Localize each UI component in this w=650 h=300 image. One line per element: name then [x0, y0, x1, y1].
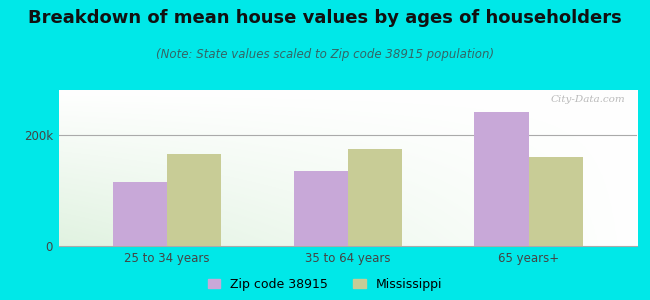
Text: Breakdown of mean house values by ages of householders: Breakdown of mean house values by ages o…	[28, 9, 622, 27]
Text: (Note: State values scaled to Zip code 38915 population): (Note: State values scaled to Zip code 3…	[156, 48, 494, 61]
Bar	[348, 148, 402, 246]
Bar	[294, 171, 348, 246]
Text: City-Data.com: City-Data.com	[551, 95, 625, 104]
Legend: Zip code 38915, Mississippi: Zip code 38915, Mississippi	[208, 278, 442, 291]
Bar	[167, 154, 221, 246]
Bar	[112, 182, 167, 246]
Bar	[474, 112, 528, 246]
Bar	[528, 157, 583, 246]
